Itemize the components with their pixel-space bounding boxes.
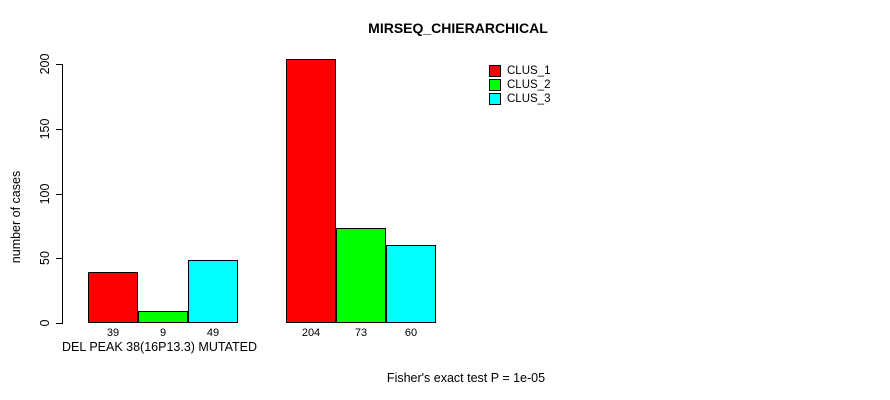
- bar-value-label: 60: [404, 327, 418, 339]
- legend-swatch-icon: [489, 65, 501, 77]
- legend-swatch-icon: [489, 79, 501, 91]
- legend-item: CLUS_2: [489, 78, 550, 92]
- legend: CLUS_1 CLUS_2 CLUS_3: [489, 64, 550, 106]
- bar-value-label: 204: [301, 327, 321, 339]
- bar: [286, 59, 336, 323]
- y-tick-label: 0: [38, 319, 52, 327]
- bar: [138, 311, 188, 323]
- bar: [386, 245, 436, 323]
- legend-item: CLUS_3: [489, 92, 550, 106]
- bar-value-label: 39: [106, 327, 120, 339]
- y-tick-label: 50: [38, 251, 52, 265]
- legend-swatch-icon: [489, 93, 501, 105]
- bar: [88, 272, 138, 323]
- bar: [336, 228, 386, 323]
- y-tick: [56, 129, 63, 130]
- y-tick-label: 100: [38, 183, 52, 205]
- legend-label: CLUS_3: [507, 93, 551, 105]
- bar-value-label: 49: [206, 327, 220, 339]
- legend-label: CLUS_1: [507, 65, 551, 77]
- y-tick: [56, 258, 63, 259]
- bar: [188, 260, 238, 323]
- bar-value-label: 9: [159, 327, 167, 339]
- bar-value-label: 73: [354, 327, 368, 339]
- chart-title: MIRSEQ_CHIERARCHICAL: [368, 20, 548, 36]
- legend-label: CLUS_2: [507, 79, 551, 91]
- y-tick-label: 150: [38, 118, 52, 140]
- y-tick: [56, 64, 63, 65]
- y-tick: [56, 194, 63, 195]
- group-label: DEL PEAK 38(16P13.3) MUTATED: [62, 340, 257, 354]
- footer-note: Fisher's exact test P = 1e-05: [386, 371, 546, 385]
- y-axis-label: number of cases: [9, 170, 23, 264]
- y-tick: [56, 323, 63, 324]
- y-tick-label: 200: [38, 53, 52, 75]
- legend-item: CLUS_1: [489, 64, 550, 78]
